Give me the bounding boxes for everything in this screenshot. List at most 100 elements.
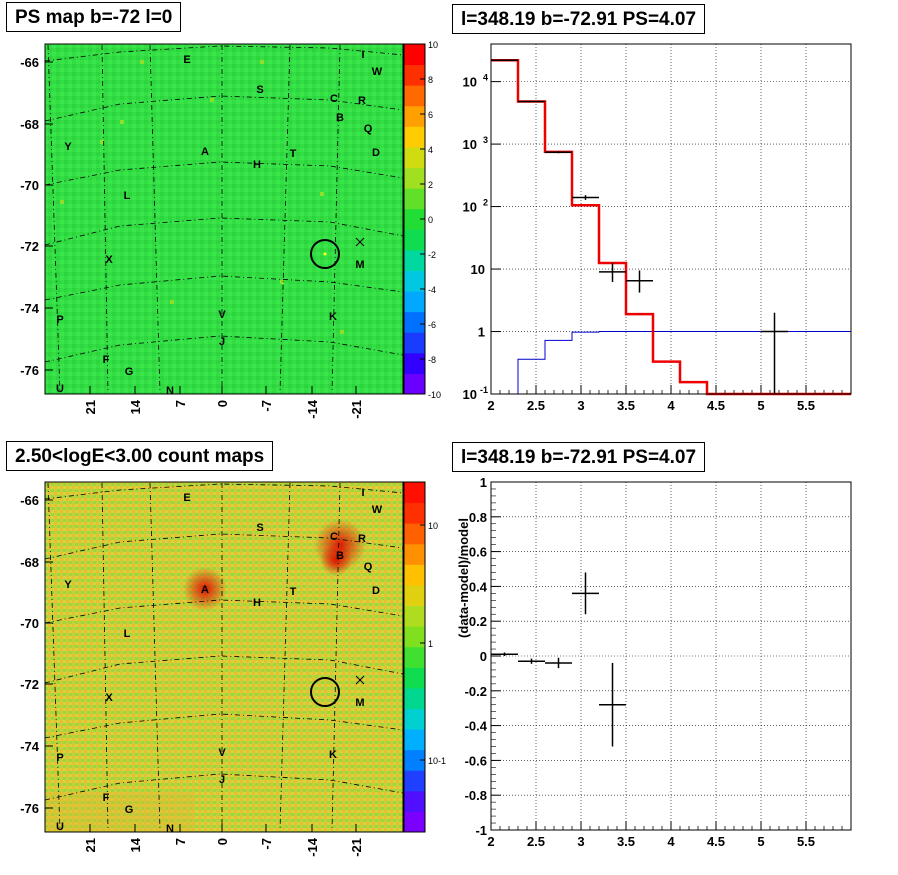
count-map-marker-r: R (358, 533, 366, 545)
ps-map-marker-i: I (361, 49, 364, 61)
count-map-colorbar-step (404, 790, 425, 812)
ps-map-grid-parallel (44, 45, 404, 62)
ps-map-candidate-dot (323, 252, 327, 256)
count-map-marker-g: G (125, 804, 134, 816)
count-map-colorbar-step (404, 564, 425, 586)
residual-xtick-label: 2 (487, 834, 494, 849)
ps-map-xtick-label: 14 (128, 399, 143, 414)
ps-map-marker-k: K (329, 311, 337, 323)
ps-map-bright-pixel (320, 192, 324, 196)
count-map-frame (44, 481, 404, 833)
ps-map-xtick-label: 7 (173, 400, 188, 407)
ps-map-colorbar-label: -4 (428, 285, 436, 295)
ps-map-bright-pixel (120, 120, 124, 124)
count-map-marker-a: A (201, 584, 209, 596)
spectrum-ytick-exp: 2 (483, 198, 488, 208)
ps-map-ytick-label: -72 (20, 239, 39, 254)
ps-map-bright-pixel (280, 280, 284, 284)
count-map-grid-parallel (44, 713, 404, 739)
count-map-grid-meridian (279, 482, 291, 832)
ps-map-colorbar-step (404, 44, 425, 66)
ps-map-colorbar-label: -10 (428, 390, 441, 400)
count-map-grid-meridian (101, 482, 109, 832)
count-map-ytick-label: -66 (20, 493, 39, 508)
count-map-colorbar-step (404, 605, 425, 627)
ps-map-xtick-label: 0 (215, 400, 230, 407)
spectrum-xtick-label: 5.5 (797, 398, 815, 413)
count-map-grid-parallel (44, 773, 404, 801)
spectrum-xtick-label: 4 (667, 398, 675, 413)
ps-map-colorbar-label: 2 (428, 180, 433, 190)
ps-map-xtick-label: -14 (305, 399, 320, 419)
ps-map-marker-s: S (256, 84, 263, 96)
count-map-colorbar-step (404, 667, 425, 689)
ps-map-colorbar-step (404, 64, 425, 86)
count-map-marker-q: Q (364, 561, 373, 573)
ps-map-colorbar-step (404, 229, 425, 251)
ps-map-colorbar-label: -2 (428, 250, 436, 260)
count-map-marker-p: P (56, 752, 63, 764)
count-map-colorbar-step (404, 811, 425, 833)
count-map-ytick-label: -70 (20, 616, 39, 631)
count-map-marker-c: C (330, 531, 338, 543)
count-map-colorbar-step (404, 543, 425, 565)
ps-map-colorbar-step (404, 167, 425, 189)
count-map-marker-b: B (336, 550, 344, 562)
spectrum-ytick-label: 10 (471, 262, 485, 277)
count-map-marker-t: T (290, 586, 297, 598)
spectrum-xtick-label: 2 (487, 398, 494, 413)
count-map-colorbar-step (404, 523, 425, 545)
ps-map-colorbar-step (404, 332, 425, 354)
residual-xtick-label: 2.5 (527, 834, 545, 849)
residual-ytick-label: 1 (480, 475, 487, 490)
ps-map-marker-a: A (201, 146, 209, 158)
residual-ytick-label: -0.2 (465, 684, 487, 699)
spectrum-xtick-label: 3.5 (617, 398, 635, 413)
spectrum-ytick-label: 10 (463, 387, 477, 402)
count-map-colorbar-step (404, 729, 425, 751)
ps-map-colorbar-step (404, 270, 425, 292)
count-map-ytick-label: -68 (20, 555, 39, 570)
ps-map-grid-parallel (44, 161, 404, 186)
count-map-cross-marker (355, 675, 365, 685)
residual-ytick-label: -0.8 (465, 788, 487, 803)
ps-map-ytick-label: -76 (20, 363, 39, 378)
ps-map-title: PS map b=-72 l=0 (6, 2, 182, 32)
count-map-colorbar-step (404, 687, 425, 709)
ps-map-ytick-label: -70 (20, 178, 39, 193)
count-map-marker-m: M (355, 697, 364, 709)
ps-map-marker-p: P (56, 314, 63, 326)
ps-map-map-area (45, 44, 403, 394)
count-map-marker-x: X (105, 692, 113, 704)
count-map-xtick-label: 7 (173, 838, 188, 845)
count-map-marker-f: F (103, 792, 110, 804)
count-map-grid-meridian (47, 482, 61, 832)
ps-map-colorbar-label: 6 (428, 110, 433, 120)
ps-map-marker-l: L (124, 190, 131, 202)
ps-map-grid-parallel (44, 95, 404, 122)
ps-map-grid-meridian (149, 44, 161, 394)
ps-map-marker-v: V (218, 309, 226, 321)
spectrum-ytick-exp: 4 (483, 73, 488, 83)
ps-map-bright-pixel (60, 200, 64, 204)
ps-map-colorbar-step (404, 249, 425, 271)
ps-map-bright-pixel (100, 140, 104, 144)
count-map-colorbar-step (404, 749, 425, 771)
ps-map-candidate-circle (310, 239, 340, 269)
count-map-marker-d: D (372, 585, 380, 597)
count-map-xtick-label: -21 (349, 838, 364, 857)
ps-map-colorbar-step (404, 126, 425, 148)
ps-map-colorbar-step (404, 105, 425, 127)
spectrum-xtick-label: 5 (757, 398, 764, 413)
count-map-grid-parallel (44, 655, 404, 684)
ps-map-colorbar-label: -6 (428, 320, 436, 330)
ps-map-colorbar-label: -8 (428, 355, 436, 365)
spectrum-xtick-label: 2.5 (527, 398, 545, 413)
count-map-title: 2.50<logE<3.00 count maps (6, 441, 274, 471)
residual-xtick-label: 4 (667, 834, 675, 849)
ps-map-grid-parallel (44, 335, 404, 363)
ps-map-colorbar-step (404, 146, 425, 169)
count-map-marker-j: J (219, 774, 225, 786)
ps-map-xtick-label: 21 (83, 400, 98, 414)
count-map-colorbar-step (404, 646, 425, 668)
